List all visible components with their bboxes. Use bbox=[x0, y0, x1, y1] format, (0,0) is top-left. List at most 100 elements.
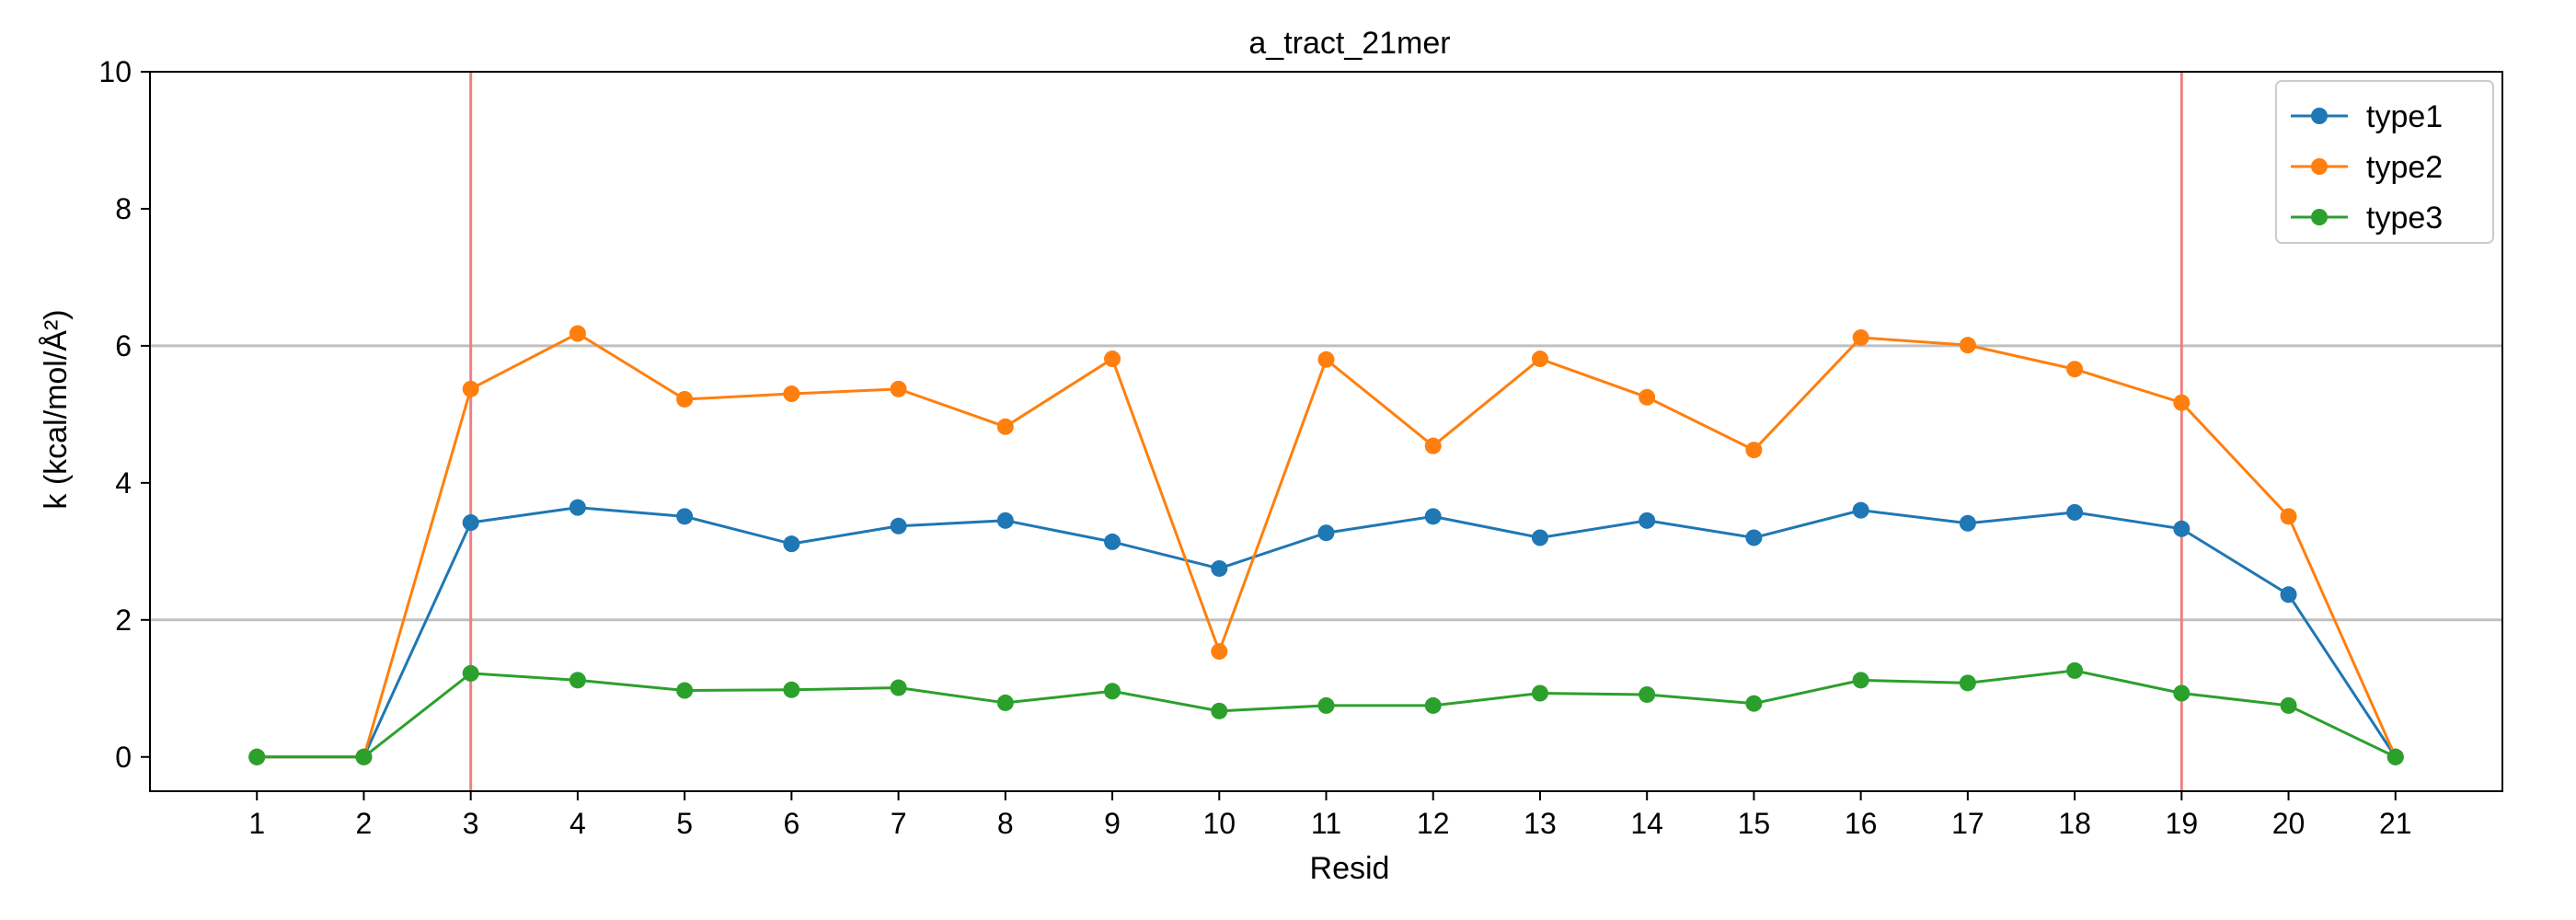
x-tick-label: 6 bbox=[783, 807, 799, 840]
data-point bbox=[1317, 524, 1335, 542]
data-point bbox=[1531, 351, 1548, 368]
data-point bbox=[890, 517, 907, 535]
data-point bbox=[890, 380, 907, 397]
data-point bbox=[1639, 685, 1656, 703]
data-point bbox=[2386, 748, 2404, 765]
reference-lines bbox=[469, 72, 2183, 791]
data-point bbox=[1745, 695, 1763, 712]
x-tick-label: 7 bbox=[891, 807, 907, 840]
legend-label: type3 bbox=[2366, 201, 2443, 236]
data-point bbox=[462, 514, 479, 532]
data-point bbox=[569, 672, 586, 689]
data-point bbox=[890, 679, 907, 696]
data-point bbox=[1104, 533, 1121, 550]
series-line bbox=[257, 331, 2398, 759]
data-point bbox=[1424, 508, 1442, 525]
x-tick-label: 13 bbox=[1524, 807, 1557, 840]
data-point bbox=[355, 748, 373, 765]
y-tick-label: 8 bbox=[115, 192, 132, 225]
data-point bbox=[996, 512, 1014, 529]
x-tick-label: 3 bbox=[463, 807, 479, 840]
x-tick-label: 12 bbox=[1417, 807, 1450, 840]
data-point bbox=[569, 325, 586, 342]
legend-marker bbox=[2311, 158, 2328, 175]
data-point bbox=[783, 681, 800, 698]
data-point bbox=[1852, 672, 1869, 689]
y-axis-label: k (kcal/mol/Å²) bbox=[39, 309, 74, 509]
data-point bbox=[1317, 351, 1335, 368]
x-tick-label: 2 bbox=[356, 807, 373, 840]
legend: type1 type2 type3 bbox=[2275, 80, 2494, 244]
data-point bbox=[996, 418, 1014, 435]
data-point bbox=[248, 748, 266, 765]
x-tick-label: 8 bbox=[997, 807, 1014, 840]
legend-label: type1 bbox=[2366, 99, 2443, 134]
data-point bbox=[1211, 643, 1228, 661]
data-point bbox=[783, 385, 800, 403]
data-point bbox=[676, 682, 694, 699]
data-point bbox=[1424, 437, 1442, 454]
data-point bbox=[996, 694, 1014, 711]
data-point bbox=[1317, 696, 1335, 714]
legend-label: type2 bbox=[2366, 150, 2443, 185]
series-type1 bbox=[248, 499, 2404, 765]
x-tick-label: 5 bbox=[676, 807, 693, 840]
data-point bbox=[462, 664, 479, 682]
y-tick-label: 6 bbox=[115, 329, 132, 362]
series-layer bbox=[248, 325, 2404, 765]
series-line bbox=[257, 506, 2398, 759]
legend-box bbox=[2275, 80, 2494, 244]
x-tick-label: 16 bbox=[1845, 807, 1878, 840]
x-tick-label: 14 bbox=[1630, 807, 1663, 840]
data-point bbox=[569, 499, 586, 516]
data-point bbox=[462, 380, 479, 397]
data-point bbox=[1639, 512, 1656, 529]
legend-marker bbox=[2311, 209, 2328, 225]
data-point bbox=[2280, 696, 2297, 714]
x-tick-label: 21 bbox=[2379, 807, 2412, 840]
data-point bbox=[2066, 503, 2084, 521]
x-tick-label: 17 bbox=[1951, 807, 1984, 840]
data-point bbox=[1424, 696, 1442, 714]
data-point bbox=[1959, 514, 1976, 532]
x-tick-label: 11 bbox=[1311, 807, 1341, 840]
x-tick-label: 9 bbox=[1104, 807, 1121, 840]
data-point bbox=[676, 508, 694, 525]
x-tick-label: 15 bbox=[1738, 807, 1771, 840]
data-point bbox=[1211, 702, 1228, 719]
data-point bbox=[1104, 351, 1121, 368]
x-tick-label: 18 bbox=[2058, 807, 2091, 840]
y-tick-label: 4 bbox=[115, 466, 132, 500]
x-tick-label: 10 bbox=[1202, 807, 1236, 840]
legend-marker bbox=[2311, 108, 2328, 124]
data-point bbox=[1852, 501, 1869, 519]
data-point bbox=[2066, 361, 2084, 378]
data-point bbox=[1745, 442, 1763, 459]
legend-item: type3 bbox=[2291, 201, 2443, 236]
legend-item: type1 bbox=[2291, 99, 2443, 134]
data-point bbox=[676, 390, 694, 408]
y-tick-label: 10 bbox=[98, 55, 132, 88]
x-axis-label: Resid bbox=[1310, 851, 1390, 886]
data-point bbox=[2280, 586, 2297, 604]
data-point bbox=[2173, 394, 2191, 411]
x-tick-label: 19 bbox=[2166, 807, 2199, 840]
data-point bbox=[1639, 388, 1656, 406]
data-point bbox=[1959, 337, 1976, 354]
data-point bbox=[1959, 674, 1976, 692]
data-point bbox=[1531, 529, 1548, 546]
x-tick-label: 4 bbox=[569, 807, 586, 840]
data-point bbox=[783, 535, 800, 553]
x-tick-label: 1 bbox=[248, 807, 265, 840]
data-point bbox=[1531, 684, 1548, 702]
x-tick-label: 20 bbox=[2272, 807, 2306, 840]
data-point bbox=[2066, 661, 2084, 679]
legend-item: type2 bbox=[2291, 150, 2443, 185]
series-type3 bbox=[248, 661, 2404, 765]
data-point bbox=[1211, 559, 1228, 577]
chart-title: a_tract_21mer bbox=[1248, 26, 1450, 61]
data-point bbox=[1852, 328, 1869, 346]
plot-frame bbox=[149, 71, 2503, 792]
